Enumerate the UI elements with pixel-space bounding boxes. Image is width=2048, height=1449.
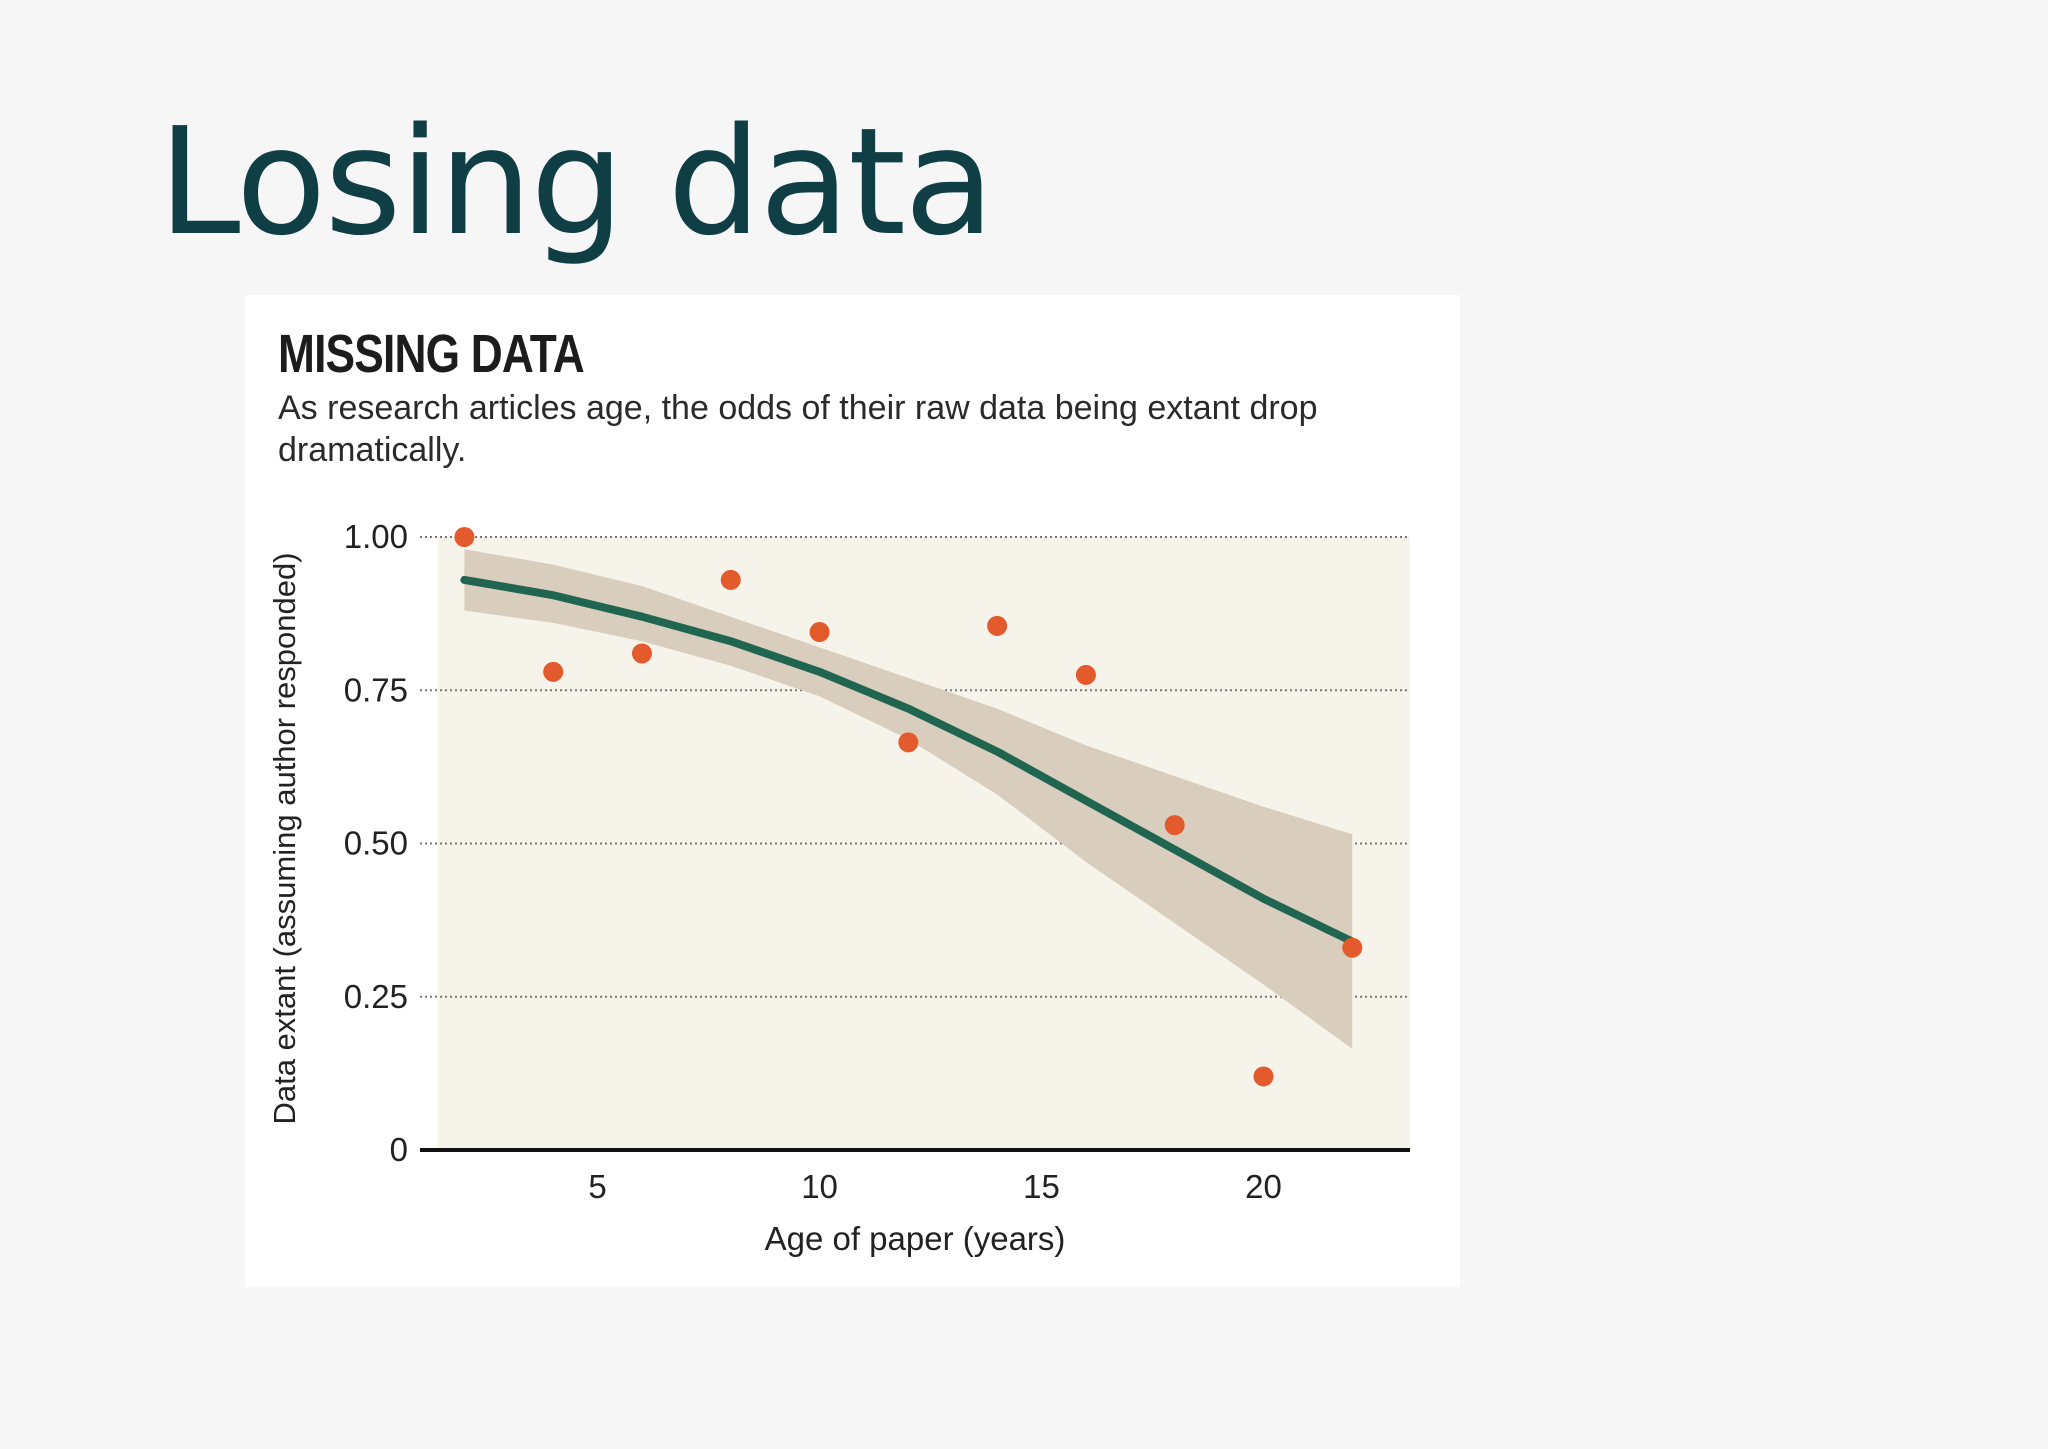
data-point-0 xyxy=(454,527,474,547)
y-axis-label: Data extant (assuming author responded) xyxy=(267,552,302,1124)
chart-plot: 0 0.25 0.50 0.75 1.00 5 10 15 20 Age of paper (ye… xyxy=(245,295,1460,1287)
y-tick-label-3: 0.75 xyxy=(344,671,408,708)
data-point-8 xyxy=(1165,815,1185,835)
y-tick-label-4: 1.00 xyxy=(344,518,408,555)
y-tick-label-2: 0.50 xyxy=(344,825,408,862)
data-point-3 xyxy=(721,570,741,590)
data-point-5 xyxy=(898,732,918,752)
data-point-7 xyxy=(1076,665,1096,685)
slide-title: Losing data xyxy=(158,108,993,256)
data-point-9 xyxy=(1253,1066,1273,1086)
x-tick-label-1: 10 xyxy=(801,1168,838,1205)
data-point-10 xyxy=(1342,938,1362,958)
data-point-1 xyxy=(543,662,563,682)
x-tick-label-3: 20 xyxy=(1245,1168,1282,1205)
y-tick-label-0: 0 xyxy=(390,1131,408,1168)
x-axis-label: Age of paper (years) xyxy=(765,1220,1066,1257)
data-point-4 xyxy=(810,622,830,642)
x-tick-label-2: 15 xyxy=(1023,1168,1060,1205)
data-point-2 xyxy=(632,643,652,663)
figure-card: MISSING DATA As research articles age, t… xyxy=(245,295,1460,1287)
data-point-6 xyxy=(987,616,1007,636)
y-tick-label-1: 0.25 xyxy=(344,978,408,1015)
x-tick-label-0: 5 xyxy=(588,1168,606,1205)
